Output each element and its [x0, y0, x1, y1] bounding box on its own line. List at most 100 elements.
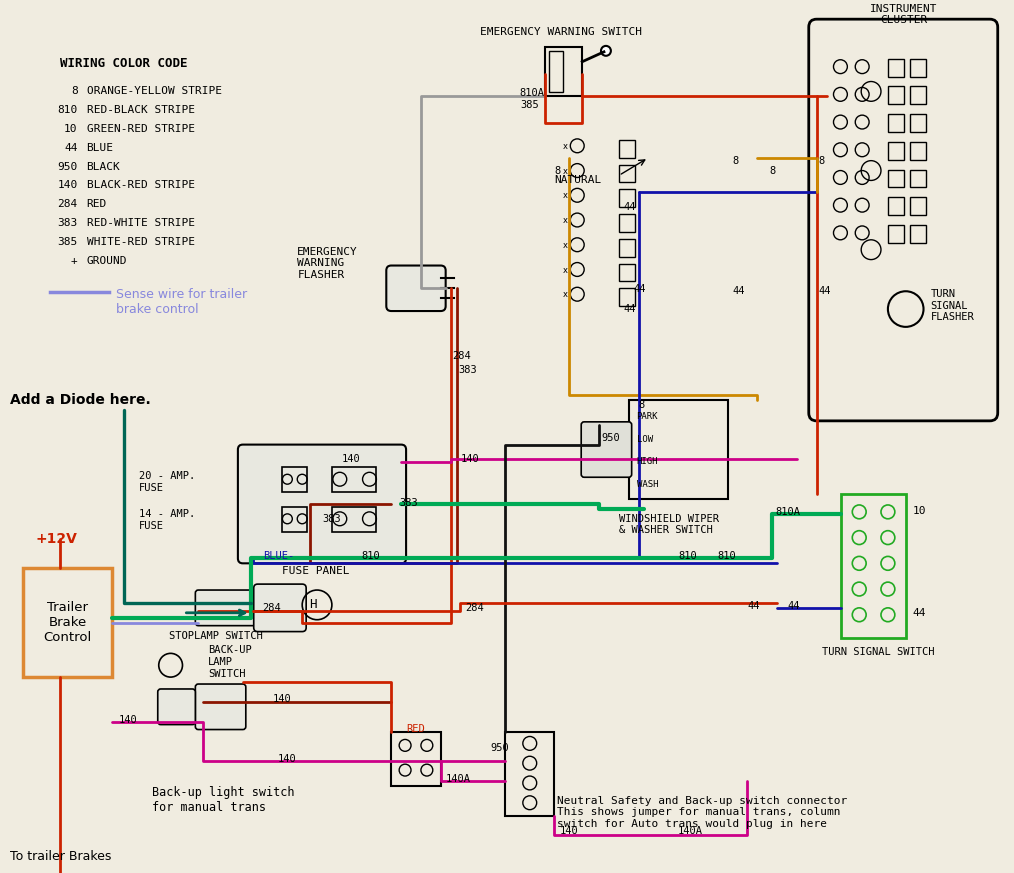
Text: 44: 44 [634, 285, 646, 294]
Text: 8: 8 [732, 155, 739, 166]
Bar [619, 288, 635, 306]
Text: Back-up light switch
for manual trans: Back-up light switch for manual trans [152, 786, 294, 814]
Bar [283, 467, 307, 492]
Text: 810A: 810A [775, 507, 800, 517]
Text: WINDSHIELD WIPER
& WASHER SWITCH: WINDSHIELD WIPER & WASHER SWITCH [619, 514, 719, 535]
Text: 140: 140 [278, 754, 296, 764]
Text: 383: 383 [58, 218, 78, 228]
Text: GREEN-RED STRIPE: GREEN-RED STRIPE [86, 124, 195, 134]
Text: INSTRUMENT
CLUSTER: INSTRUMENT CLUSTER [870, 3, 938, 25]
Text: H: H [309, 598, 316, 611]
Text: 950: 950 [601, 433, 620, 443]
Text: 810A: 810A [520, 88, 545, 99]
Text: +: + [71, 256, 78, 265]
Bar [629, 400, 728, 499]
Text: Add a Diode here.: Add a Diode here. [10, 393, 151, 407]
Bar [910, 58, 926, 77]
Text: 140: 140 [273, 694, 291, 704]
Text: 810: 810 [678, 552, 697, 561]
Text: 44: 44 [624, 203, 636, 212]
Text: 284: 284 [452, 351, 472, 361]
Text: 284: 284 [263, 603, 281, 613]
Text: PARK: PARK [637, 412, 658, 421]
Text: 140A: 140A [678, 826, 703, 835]
FancyBboxPatch shape [254, 584, 306, 631]
Text: 810: 810 [58, 106, 78, 115]
Text: 8: 8 [818, 155, 825, 166]
Bar [842, 494, 906, 637]
Bar [888, 58, 903, 77]
Text: 44: 44 [787, 601, 799, 611]
Text: WASH: WASH [637, 480, 658, 489]
Text: 385: 385 [58, 237, 78, 247]
Bar [910, 114, 926, 132]
Text: FUSE PANEL: FUSE PANEL [283, 567, 350, 576]
FancyBboxPatch shape [196, 590, 256, 626]
Bar [619, 140, 635, 158]
Text: WIRING COLOR CODE: WIRING COLOR CODE [60, 57, 188, 70]
Text: TURN
SIGNAL
FLASHER: TURN SIGNAL FLASHER [931, 289, 974, 322]
Text: WHITE-RED STRIPE: WHITE-RED STRIPE [86, 237, 195, 247]
Text: 385: 385 [520, 100, 538, 110]
Text: +12V: +12V [35, 532, 77, 546]
Text: STOPLAMP SWITCH: STOPLAMP SWITCH [168, 630, 263, 641]
Bar [619, 264, 635, 281]
Bar [619, 214, 635, 232]
Text: 383: 383 [322, 514, 341, 524]
Bar [549, 51, 564, 93]
Bar [910, 169, 926, 188]
Text: x: x [563, 241, 568, 250]
Text: HIGH: HIGH [637, 457, 658, 466]
Text: 140: 140 [342, 455, 361, 464]
Text: Neutral Safety and Back-up switch connector
This shows jumper for manual trans, : Neutral Safety and Back-up switch connec… [558, 796, 848, 829]
FancyBboxPatch shape [386, 265, 446, 311]
Text: 10: 10 [913, 506, 926, 516]
Bar [619, 165, 635, 182]
Text: BLUE: BLUE [86, 143, 114, 153]
Bar [619, 239, 635, 257]
Bar [888, 114, 903, 132]
Text: 810: 810 [362, 552, 380, 561]
Text: 810: 810 [718, 552, 736, 561]
Text: LOW: LOW [637, 435, 653, 443]
Text: x: x [563, 216, 568, 225]
Text: 8: 8 [639, 400, 645, 410]
Text: Trailer
Brake
Control: Trailer Brake Control [44, 601, 92, 644]
Text: RED-WHITE STRIPE: RED-WHITE STRIPE [86, 218, 195, 228]
Text: EMERGENCY
WARNING
FLASHER: EMERGENCY WARNING FLASHER [297, 247, 358, 280]
Text: 10: 10 [64, 124, 78, 134]
Text: 14 - AMP.
FUSE: 14 - AMP. FUSE [139, 509, 196, 531]
Text: x: x [563, 290, 568, 299]
Bar [910, 197, 926, 215]
Text: 383: 383 [458, 366, 478, 375]
Text: 8: 8 [770, 166, 776, 175]
Text: 44: 44 [732, 286, 745, 296]
Text: 140A: 140A [446, 774, 470, 784]
Bar [332, 467, 376, 492]
Text: x: x [563, 191, 568, 200]
Text: BLUE-: BLUE- [263, 552, 294, 561]
Text: RED: RED [406, 724, 425, 733]
FancyBboxPatch shape [238, 444, 406, 563]
Text: GROUND: GROUND [86, 256, 127, 265]
Text: 8: 8 [71, 86, 78, 96]
Text: 44: 44 [64, 143, 78, 153]
Text: 44: 44 [913, 608, 926, 618]
FancyBboxPatch shape [158, 689, 196, 725]
Bar [545, 47, 582, 96]
Text: NATURAL: NATURAL [555, 175, 601, 185]
Text: EMERGENCY WARNING SWITCH: EMERGENCY WARNING SWITCH [481, 27, 642, 37]
Bar [910, 225, 926, 243]
Text: x: x [563, 167, 568, 175]
Bar [332, 507, 376, 532]
Text: To trailer Brakes: To trailer Brakes [10, 850, 112, 863]
Text: BACK-UP
LAMP
SWITCH: BACK-UP LAMP SWITCH [208, 645, 251, 678]
Text: 44: 44 [747, 601, 759, 611]
Text: 8: 8 [555, 166, 561, 175]
FancyBboxPatch shape [196, 684, 245, 730]
Text: 140: 140 [58, 181, 78, 190]
Text: RED-BLACK STRIPE: RED-BLACK STRIPE [86, 106, 195, 115]
Bar [505, 732, 555, 815]
Text: 44: 44 [624, 304, 636, 314]
Text: 284: 284 [465, 603, 485, 613]
